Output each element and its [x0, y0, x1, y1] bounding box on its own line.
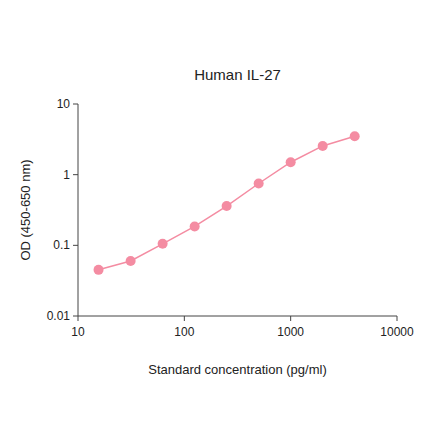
x-tick-label: 100 [174, 325, 194, 339]
x-tick-label: 10 [71, 325, 85, 339]
x-tick [184, 316, 185, 321]
title: Human IL-27 [194, 66, 281, 83]
x-tick-label: 10000 [380, 325, 414, 339]
data-point [254, 178, 264, 188]
y-tick [73, 316, 78, 317]
y-tick-label: 1 [63, 168, 70, 182]
x-tick [290, 316, 291, 321]
data-point [190, 221, 200, 231]
data-point [94, 265, 104, 275]
y-axis-label: OD (450-650 nm) [18, 159, 33, 260]
data-point [350, 131, 360, 141]
data-point [318, 141, 328, 151]
y-tick [73, 245, 78, 246]
data-point [158, 239, 168, 249]
y-tick [73, 174, 78, 175]
x-axis-label: Standard concentration (pg/ml) [148, 362, 326, 377]
x-tick-label: 1000 [277, 325, 304, 339]
plot-area [94, 131, 360, 275]
chart-container: Human IL-27 10 100 1000 10000 0.01 0.1 1 10 Stand… [0, 0, 440, 441]
data-line [99, 136, 355, 270]
y-tick [73, 104, 78, 105]
x-tick [397, 316, 398, 321]
y-tick-label: 0.1 [53, 238, 70, 252]
x-tick [78, 316, 79, 321]
chart-svg: Human IL-27 10 100 1000 10000 0.01 0.1 1 10 Stand… [0, 0, 440, 441]
y-tick-label: 0.01 [47, 309, 71, 323]
y-tick-label: 10 [57, 97, 71, 111]
data-point [286, 157, 296, 167]
data-point [222, 201, 232, 211]
data-point [126, 256, 136, 266]
x-axis [78, 316, 397, 317]
y-axis [78, 104, 79, 316]
